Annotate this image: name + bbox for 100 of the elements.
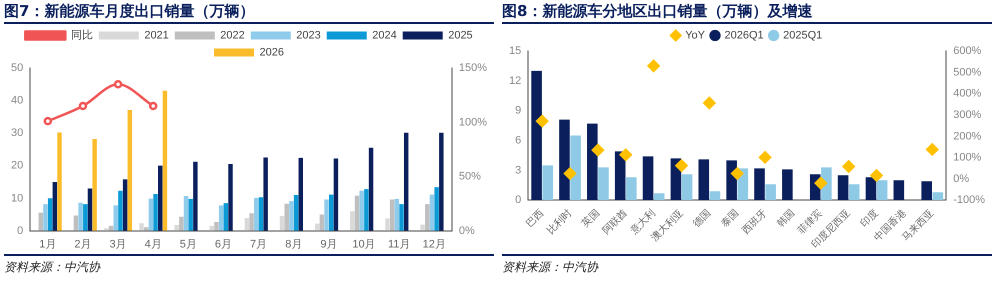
y2-tick-label: 200%: [953, 130, 982, 142]
bar: [114, 205, 118, 231]
x-tick-label: 泰国: [719, 208, 742, 230]
x-tick-label: 12月: [422, 238, 446, 250]
bar: [174, 224, 179, 231]
text: 资料来源：中汽协: [502, 254, 992, 276]
bar: [368, 148, 374, 231]
bar: [598, 167, 609, 200]
bar: [153, 194, 158, 231]
bar: [320, 214, 324, 231]
bar: [108, 226, 114, 231]
y2-tick-label: 600%: [953, 45, 982, 58]
bar: [350, 211, 355, 231]
bar: [88, 188, 92, 231]
x-tick-label: 4月: [144, 238, 162, 250]
y-tick-label: 9: [515, 104, 522, 117]
x-tick-label: 1月: [39, 238, 56, 250]
bar: [765, 184, 776, 200]
bar: [254, 198, 258, 231]
y2-tick-label: 100%: [953, 152, 982, 164]
bar: [932, 192, 944, 200]
legend-label: 2023: [296, 30, 321, 42]
x-tick-label: 11月: [388, 238, 410, 250]
bar: [314, 224, 320, 231]
x-tick-label: 印度: [858, 206, 881, 230]
y2-tick-label: 50%: [458, 170, 482, 183]
x-tick-label: 3月: [110, 238, 127, 250]
text: 资料来源：中汽协: [4, 254, 494, 276]
x-tick-label: 10月: [352, 238, 376, 250]
bar: [587, 124, 598, 200]
bar: [324, 200, 329, 231]
bar: [244, 218, 250, 231]
x-tick-label: 2月: [74, 238, 92, 250]
y2-tick-label: -100%: [953, 194, 986, 206]
legend-label: 2022: [220, 30, 245, 42]
y2-tick-label: 100%: [458, 116, 488, 128]
bar: [289, 201, 294, 231]
bar: [698, 159, 710, 200]
bar: [179, 216, 184, 231]
point: [78, 102, 88, 110]
y-tick-label: 0: [17, 224, 24, 237]
x-tick-label: 英国: [579, 206, 602, 230]
bar: [92, 138, 97, 231]
bar: [188, 198, 193, 231]
legend-label: 2024: [372, 30, 397, 42]
bar: [83, 204, 88, 231]
bar: [654, 193, 664, 200]
bar: [614, 151, 626, 200]
y2-tick-label: 0%: [458, 224, 475, 237]
bar: [193, 162, 198, 231]
y-tick-label: 10: [10, 192, 24, 204]
bar: [570, 136, 581, 200]
bar: [921, 181, 932, 200]
y2-tick-label: 500%: [953, 66, 982, 78]
y-tick-label: 15: [508, 45, 522, 58]
bar: [670, 158, 682, 200]
legend-label: 2026Q1: [724, 30, 764, 42]
bar: [682, 174, 692, 200]
bar: [43, 204, 48, 231]
bar: [122, 179, 128, 231]
bar: [334, 158, 338, 231]
legend-label: YoY: [685, 30, 706, 42]
bar: [866, 177, 876, 200]
y2-tick-label: 400%: [953, 88, 982, 100]
x-tick-label: 阿联酋: [600, 206, 630, 237]
bar: [390, 200, 394, 231]
bar: [782, 169, 793, 200]
bar: [626, 177, 637, 200]
bar: [144, 227, 148, 231]
bar: [710, 191, 720, 200]
bar: [118, 190, 123, 231]
x-tick-label: 5月: [180, 238, 197, 250]
bar: [394, 198, 400, 231]
point: [114, 80, 122, 89]
x-tick-label: 西班牙: [739, 206, 770, 237]
bar: [420, 224, 425, 231]
bar: [559, 120, 570, 200]
bar: [280, 216, 284, 231]
bar: [38, 212, 43, 231]
bar: [74, 215, 78, 231]
legend-label: 同比: [70, 28, 93, 42]
legend-label: 2025: [448, 30, 473, 42]
bar: [434, 187, 439, 231]
x-tick-label: 7月: [250, 238, 268, 250]
y-tick-label: 0: [515, 194, 522, 206]
bar: [52, 182, 58, 231]
bar: [848, 184, 860, 200]
bar: [258, 197, 264, 231]
y-tick-label: 40: [10, 94, 24, 107]
bar: [128, 110, 132, 231]
y-tick-label: 30: [10, 127, 24, 140]
x-tick-label: 韩国: [774, 206, 798, 230]
bar: [385, 218, 390, 231]
bar: [57, 132, 62, 231]
bar: [249, 213, 254, 231]
legend-label: 2025Q1: [783, 30, 822, 42]
chart-title: 图8：新能源车分地区出口销量（万辆）及增速: [502, 0, 992, 24]
bar: [298, 158, 304, 231]
y-tick-label: 50: [10, 62, 24, 74]
bar: [263, 158, 268, 231]
